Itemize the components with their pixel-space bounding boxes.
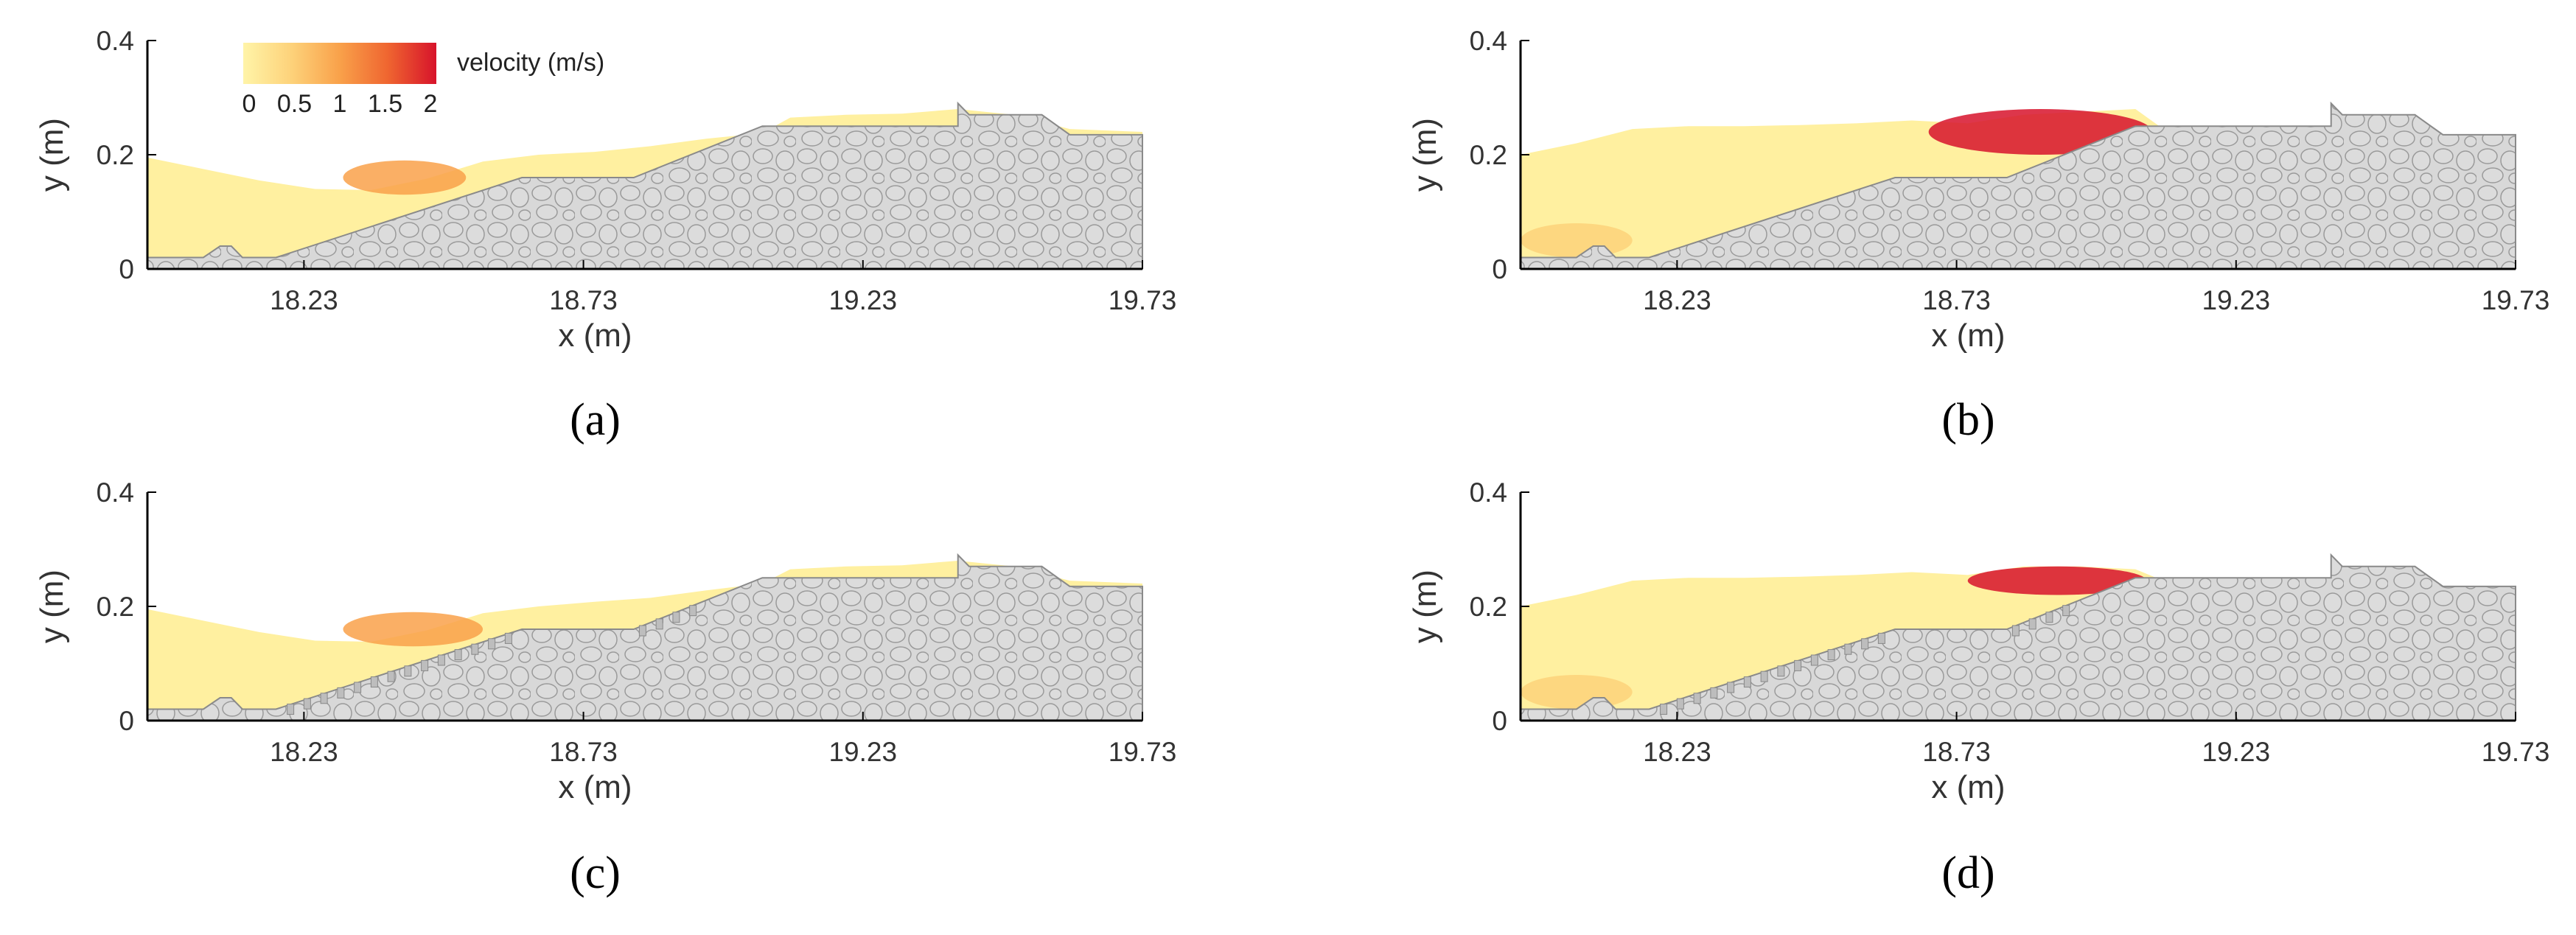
x-axis-label: x (m) (1931, 769, 2005, 805)
x-tick-label: 18.73 (549, 737, 618, 767)
x-tick-label: 19.23 (2202, 285, 2270, 315)
armor-block (672, 612, 680, 623)
x-tick-label: 19.73 (2482, 737, 2550, 767)
x-tick-label: 19.23 (2202, 737, 2270, 767)
y-tick-label: 0 (1492, 254, 1507, 284)
armor-block (1693, 693, 1701, 704)
x-tick-label: 18.73 (549, 285, 618, 315)
armor-block (1877, 632, 1885, 644)
rock-breakwater (147, 101, 1143, 270)
velocity-legend: velocity (m/s) 0 0.5 1 1.5 2 (242, 43, 604, 118)
y-tick-label: 0.2 (1470, 592, 1507, 622)
y-tick-label: 0.4 (97, 477, 134, 508)
y-tick-label: 0 (1492, 706, 1507, 736)
velocity-zone (1521, 223, 1633, 258)
x-axis-label: x (m) (1931, 318, 2005, 354)
x-axis-label: x (m) (558, 318, 632, 354)
x-tick-label: 19.73 (2482, 285, 2550, 315)
panel-d: 18.23 18.73 19.23 19.73 0 0.2 0.4 x (m) y (m) (d) (1407, 477, 2549, 898)
armor-block (387, 670, 395, 682)
legend-colorbar (243, 43, 436, 84)
armor-block (354, 682, 362, 693)
rock-breakwater (1520, 101, 2516, 270)
armor-block (2045, 612, 2053, 623)
y-tick-label: 0.2 (97, 140, 134, 170)
panel-caption: (b) (1941, 395, 1994, 445)
armor-block (1660, 704, 1668, 715)
armor-block (1760, 670, 1768, 682)
velocity-zone (343, 612, 484, 647)
armor-block (437, 654, 445, 666)
armor-block (404, 665, 412, 677)
armor-block (1743, 676, 1751, 688)
y-tick-label: 0.4 (97, 26, 134, 56)
armor-block (689, 605, 697, 617)
armor-block (1777, 665, 1785, 677)
y-axis-label: y (m) (34, 570, 70, 643)
x-tick-label: 19.73 (1109, 737, 1177, 767)
armor-block (1676, 698, 1684, 710)
armor-block (1710, 687, 1718, 698)
legend-tick-label: 2 (424, 90, 438, 118)
armor-block (2062, 605, 2070, 617)
armor-block (454, 649, 462, 661)
rock-breakwater (1520, 553, 2516, 721)
x-tick-label: 18.23 (1643, 737, 1711, 767)
legend-tick-label: 0 (242, 90, 256, 118)
rock-breakwater (147, 553, 1143, 721)
armor-block (655, 618, 663, 630)
x-tick-label: 18.23 (270, 737, 338, 767)
x-tick-label: 18.73 (1922, 285, 1991, 315)
armor-block (2028, 618, 2036, 630)
y-tick-label: 0.2 (97, 592, 134, 622)
armor-block (504, 632, 512, 644)
velocity-zone (1521, 675, 1633, 710)
y-tick-label: 0.4 (1470, 477, 1507, 508)
panel-caption: (a) (570, 395, 621, 445)
armor-block (471, 643, 479, 655)
armor-block (1844, 643, 1852, 655)
armor-block (1794, 659, 1802, 671)
armor-block (638, 625, 646, 637)
legend-tick-label: 1 (333, 90, 347, 118)
y-tick-label: 0.4 (1470, 26, 1507, 56)
legend-tick-label: 1.5 (368, 90, 402, 118)
armor-block (1810, 654, 1818, 666)
y-axis-label: y (m) (1407, 570, 1443, 643)
y-tick-label: 0 (119, 706, 134, 736)
panel-a: 18.23 18.73 19.23 19.73 0 0.2 0.4 x (m) y (m) (a) (34, 26, 1176, 445)
panel-caption: (c) (570, 848, 621, 898)
velocity-zone (343, 160, 467, 195)
velocity-zone (1967, 566, 2147, 595)
legend-title: velocity (m/s) (457, 49, 604, 77)
armor-block (337, 687, 345, 698)
armor-block (1727, 682, 1735, 693)
panel-c: 18.23 18.73 19.23 19.73 0 0.2 0.4 x (m) y (m) (c) (34, 477, 1176, 898)
y-tick-label: 0.2 (1470, 140, 1507, 170)
x-tick-label: 18.23 (1643, 285, 1711, 315)
x-tick-label: 19.73 (1109, 285, 1177, 315)
y-axis-label: y (m) (34, 118, 70, 192)
panel-caption: (d) (1941, 848, 1994, 898)
armor-block (287, 704, 295, 715)
x-axis-label: x (m) (558, 769, 632, 805)
x-tick-label: 19.23 (828, 285, 897, 315)
legend-tick-label: 0.5 (277, 90, 312, 118)
armor-block (1861, 638, 1869, 650)
x-tick-label: 19.23 (828, 737, 897, 767)
armor-block (488, 638, 496, 650)
y-tick-label: 0 (119, 254, 134, 284)
x-tick-label: 18.23 (270, 285, 338, 315)
armor-block (320, 693, 328, 704)
panel-b: 18.23 18.73 19.23 19.73 0 0.2 0.4 x (m) y (m) (b) (1407, 26, 2549, 445)
armor-block (303, 698, 311, 710)
armor-block (2011, 625, 2020, 637)
armor-block (370, 676, 378, 688)
x-tick-label: 18.73 (1922, 737, 1991, 767)
y-axis-label: y (m) (1407, 118, 1443, 192)
armor-block (421, 659, 429, 671)
armor-block (1827, 649, 1835, 661)
